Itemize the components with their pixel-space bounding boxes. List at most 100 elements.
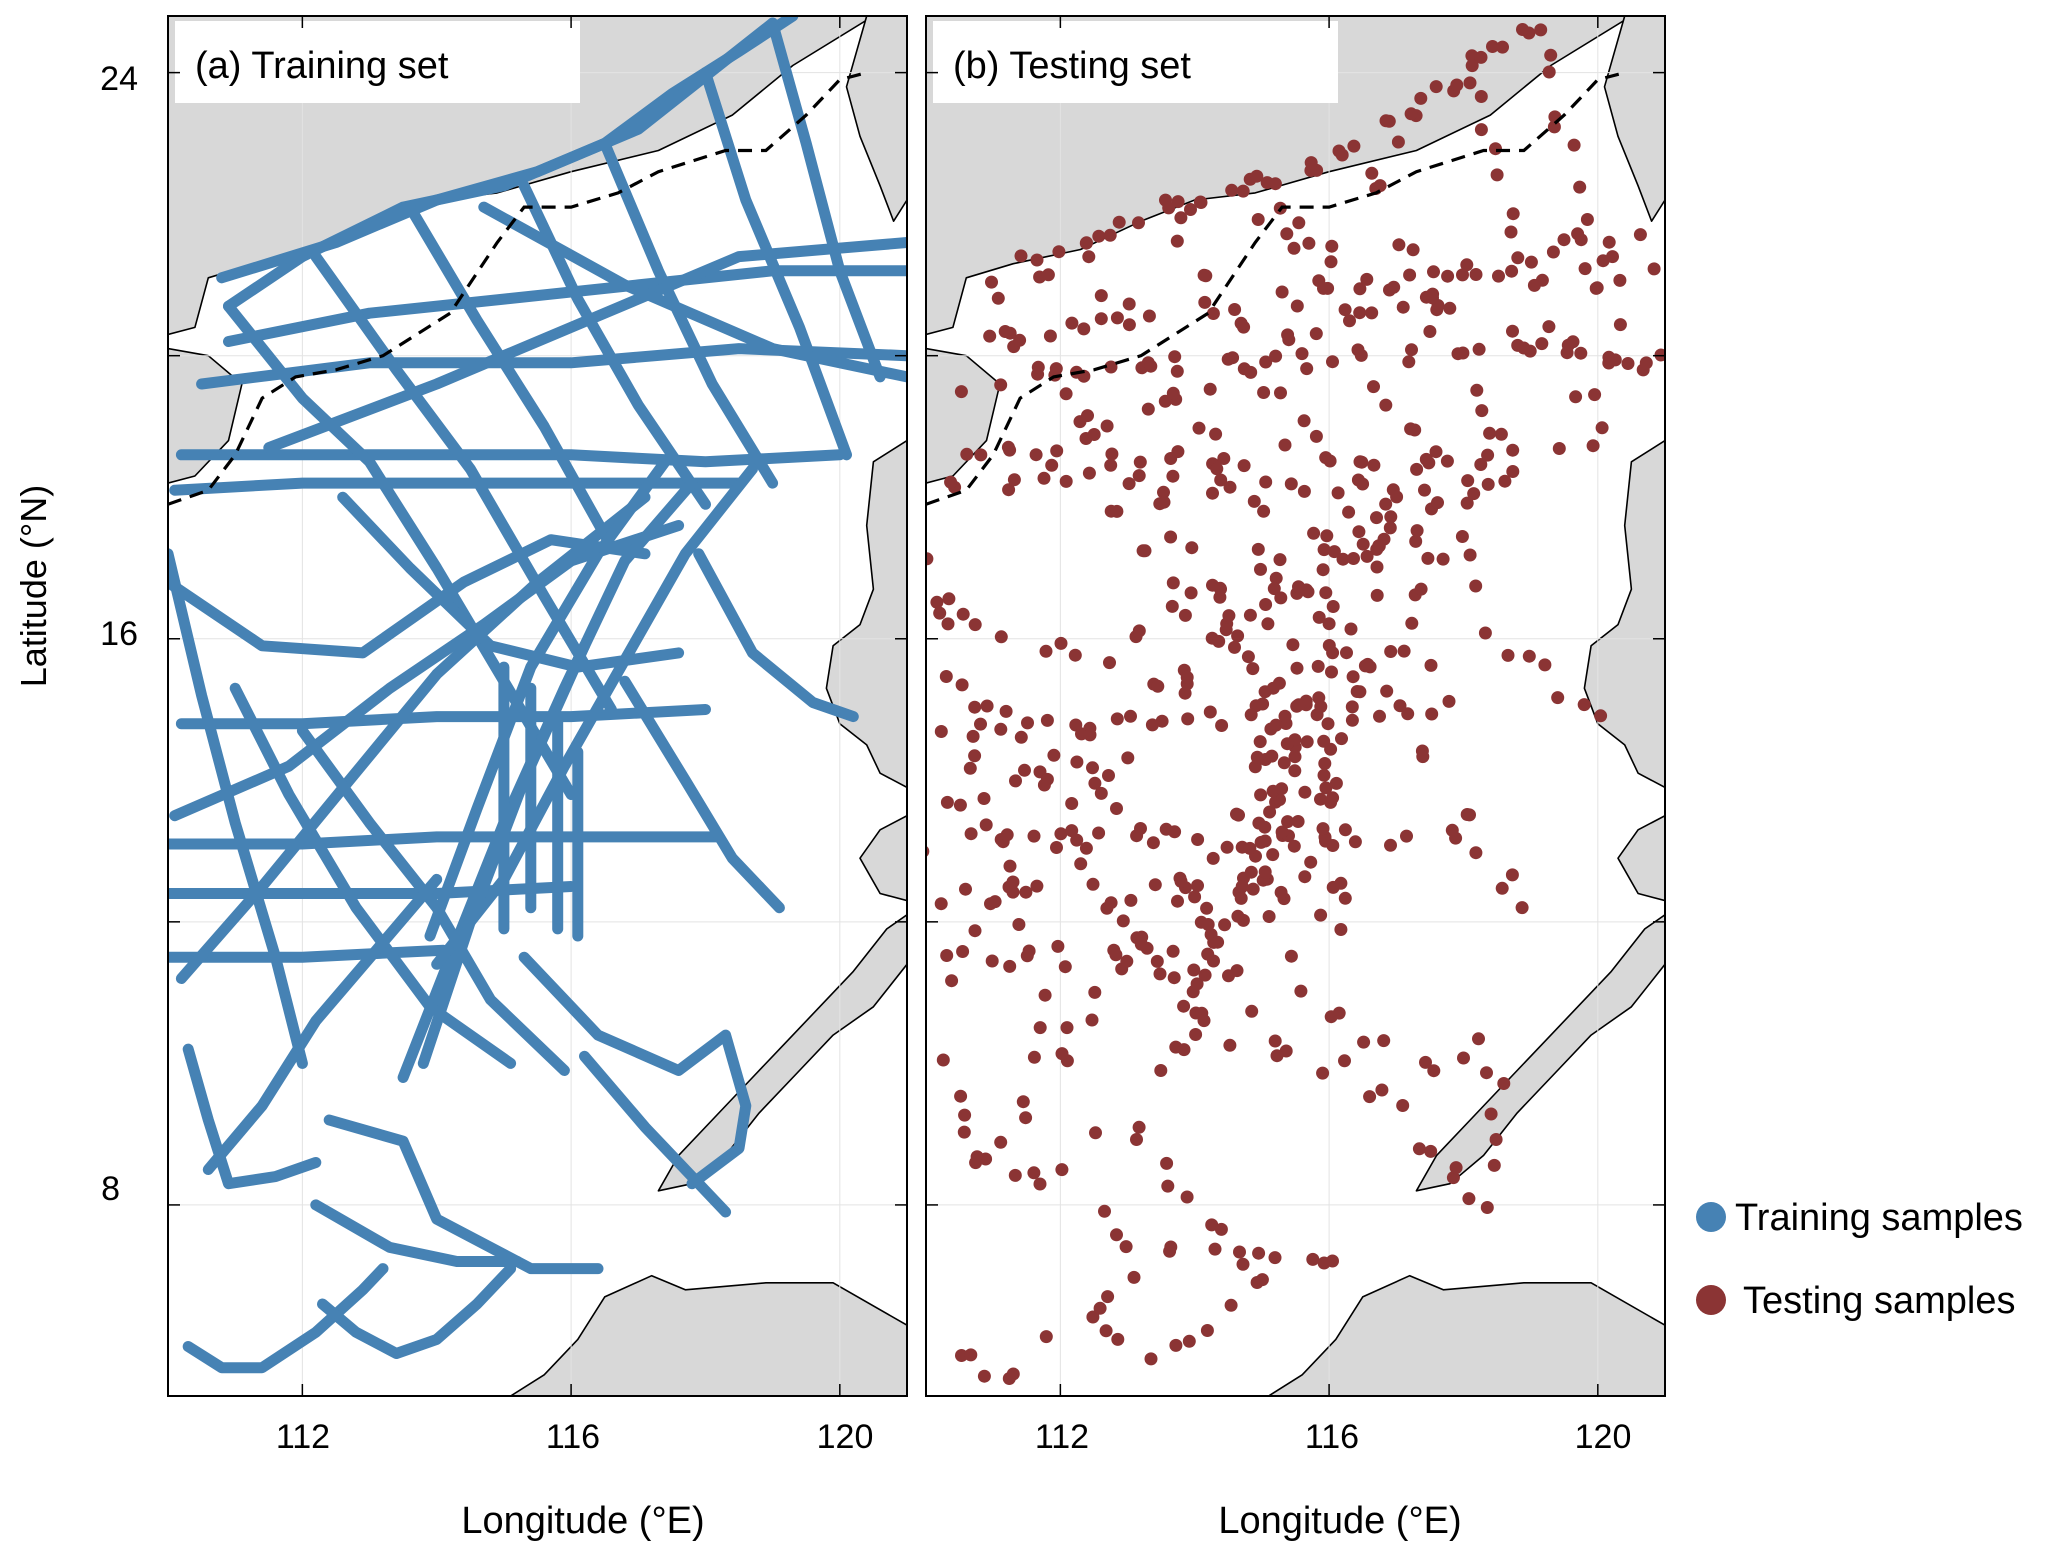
x-tick-label: 120: [1575, 1418, 1632, 1456]
testing-point: [1160, 1156, 1174, 1170]
testing-point: [1343, 314, 1356, 328]
testing-point: [1324, 255, 1338, 269]
testing-point: [1298, 785, 1312, 799]
testing-point: [1148, 878, 1162, 892]
testing-point: [966, 729, 980, 743]
testing-point: [1340, 646, 1353, 660]
testing-point: [1542, 320, 1556, 334]
testing-point: [988, 895, 1002, 909]
land-borneo: [1267, 1274, 1665, 1396]
testing-point: [1209, 427, 1223, 441]
x-tick-label: 112: [1035, 1418, 1089, 1456]
testing-point: [1580, 213, 1594, 226]
testing-point: [1099, 1324, 1113, 1338]
testing-point: [1481, 477, 1495, 491]
testing-point: [954, 385, 968, 399]
testing-point: [1495, 881, 1509, 895]
testing-point: [1441, 269, 1455, 283]
testing-point: [1250, 169, 1264, 183]
testing-point: [1474, 458, 1488, 471]
testing-point: [1480, 1066, 1493, 1080]
testing-point: [1405, 616, 1419, 630]
testing-point: [1275, 285, 1289, 299]
testing-point: [1474, 90, 1488, 103]
testing-point: [983, 329, 997, 343]
testing-point: [1144, 1352, 1158, 1366]
testing-point: [1551, 691, 1565, 705]
legend-marker-training: [1696, 1202, 1726, 1232]
testing-point: [1316, 822, 1330, 836]
testing-point: [1040, 713, 1054, 727]
testing-point: [958, 1108, 972, 1122]
testing-point: [956, 607, 970, 621]
testing-point: [1316, 1066, 1330, 1080]
testing-point: [1478, 626, 1492, 640]
testing-point: [1489, 142, 1502, 156]
testing-point: [979, 1152, 993, 1166]
y-tick-label: 8: [101, 1170, 120, 1208]
testing-point: [1472, 1032, 1485, 1046]
testing-point: [1613, 318, 1627, 332]
testing-point: [1167, 971, 1181, 985]
testing-point: [1384, 645, 1398, 658]
testing-point: [1496, 40, 1509, 54]
testing-point: [939, 670, 953, 683]
testing-point: [1298, 870, 1312, 884]
testing-point: [1412, 1142, 1426, 1156]
testing-point: [1492, 269, 1505, 283]
legend-label-testing: Testing samples: [1743, 1280, 2015, 1322]
testing-point: [1320, 529, 1334, 543]
testing-point: [1410, 462, 1424, 476]
testing-point: [1384, 838, 1397, 852]
testing-point: [1138, 544, 1152, 558]
testing-point: [1065, 797, 1079, 810]
testing-point: [1235, 880, 1249, 893]
testing-point: [1467, 487, 1481, 501]
testing-point: [1309, 429, 1323, 443]
testing-point: [1309, 327, 1323, 341]
testing-point: [1269, 571, 1283, 585]
testing-point: [974, 717, 987, 731]
testing-point: [1054, 827, 1068, 841]
testing-point: [1546, 245, 1560, 259]
testing-point: [1404, 422, 1418, 436]
training-track: [310, 251, 617, 715]
testing-point: [1322, 639, 1336, 652]
testing-point: [1460, 258, 1474, 272]
testing-point: [1206, 486, 1219, 500]
testing-point: [1267, 582, 1281, 596]
testing-point: [994, 378, 1008, 392]
testing-point: [1370, 511, 1383, 525]
training-track: [424, 456, 671, 942]
testing-point: [1258, 685, 1272, 699]
testing-point: [1112, 215, 1126, 229]
testing-point: [1166, 576, 1180, 590]
testing-point: [1406, 243, 1420, 257]
training-track: [182, 1263, 389, 1374]
testing-point: [1586, 439, 1600, 453]
testing-point: [1244, 865, 1258, 879]
testing-point: [1317, 543, 1331, 557]
testing-point: [1259, 598, 1273, 611]
testing-point: [1280, 737, 1294, 751]
testing-point: [991, 291, 1005, 305]
x-axis-label: Longitude (°E): [461, 1500, 704, 1542]
training-track: [518, 951, 752, 1190]
testing-point: [1278, 709, 1292, 723]
testing-point: [1450, 78, 1464, 92]
testing-point: [968, 700, 982, 714]
testing-point: [1254, 788, 1268, 802]
testing-point: [1141, 402, 1155, 416]
testing-point: [1246, 882, 1260, 896]
training-track: [175, 704, 711, 730]
training-track: [168, 944, 449, 963]
testing-point: [1027, 1050, 1041, 1064]
testing-point: [1511, 251, 1525, 265]
testing-point: [1538, 658, 1552, 672]
testing-point: [1268, 1034, 1282, 1048]
testing-point: [1079, 841, 1093, 855]
panel-a-title: (a) Training set: [195, 45, 449, 87]
testing-point: [1070, 833, 1084, 847]
testing-point: [1033, 1177, 1047, 1191]
testing-point: [1338, 823, 1352, 837]
